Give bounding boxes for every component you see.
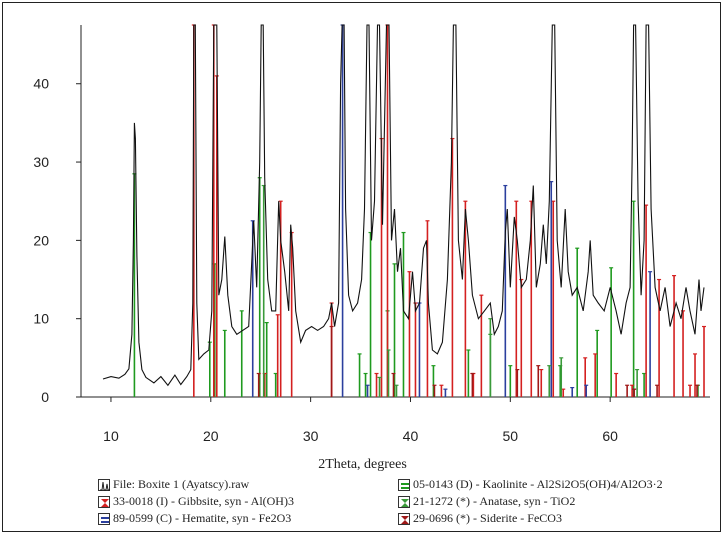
y-tick-label: 0: [41, 389, 49, 405]
hourglass-icon: [398, 495, 410, 508]
x-tick-label: 20: [203, 428, 219, 444]
diffraction-pattern-line: [102, 24, 705, 387]
legend-item-gibbsite: 33-0018 (I) - Gibbsite, syn - Al(OH)3: [98, 493, 294, 510]
legend-label: 89-0599 (C) - Hematite, syn - Fe2O3: [113, 511, 292, 525]
legend-label: 05-0143 (D) - Kaolinite - Al2Si2O5(OH)4/…: [413, 477, 663, 491]
legend-item-siderite: 29-0696 (*) - Siderite - FeCO3: [398, 510, 663, 527]
legend-label: 21-1272 (*) - Anatase, syn - TiO2: [413, 494, 576, 508]
legend-item-pattern: File: Boxite 1 (Ayatscy).raw: [98, 476, 294, 493]
x-tick-label: 10: [103, 428, 119, 444]
bar-equals-icon: [98, 512, 110, 525]
hourglass-icon: [398, 512, 410, 525]
bar-equals-icon: [398, 478, 410, 491]
legend-right: 05-0143 (D) - Kaolinite - Al2Si2O5(OH)4/…: [398, 476, 663, 527]
y-tick-label: 30: [33, 154, 49, 170]
pattern-icon: [98, 478, 110, 491]
legend-item-hematite: 89-0599 (C) - Hematite, syn - Fe2O3: [98, 510, 294, 527]
y-tick-label: 20: [33, 232, 49, 248]
axes: [80, 25, 710, 398]
hourglass-icon: [98, 495, 110, 508]
x-tick-label: 50: [503, 428, 519, 444]
axis-ticks: 10 20 30 40 50 60 0 10 20 30 40: [33, 76, 618, 444]
x-axis-label: 2Theta, degrees: [318, 457, 407, 472]
legend-left: File: Boxite 1 (Ayatscy).raw 33-0018 (I)…: [98, 476, 294, 527]
y-tick-label: 40: [33, 76, 49, 92]
legend-item-anatase: 21-1272 (*) - Anatase, syn - TiO2: [398, 493, 663, 510]
legend-item-kaolinite: 05-0143 (D) - Kaolinite - Al2Si2O5(OH)4/…: [398, 476, 663, 493]
x-tick-label: 40: [403, 428, 419, 444]
x-tick-label: 60: [602, 428, 618, 444]
legend-label: 33-0018 (I) - Gibbsite, syn - Al(OH)3: [113, 494, 294, 508]
reference-peaks: [132, 24, 707, 397]
legend-label: 29-0696 (*) - Siderite - FeCO3: [413, 511, 562, 525]
y-tick-label: 10: [33, 311, 49, 327]
x-tick-label: 30: [303, 428, 319, 444]
legend-label: File: Boxite 1 (Ayatscy).raw: [113, 477, 250, 491]
